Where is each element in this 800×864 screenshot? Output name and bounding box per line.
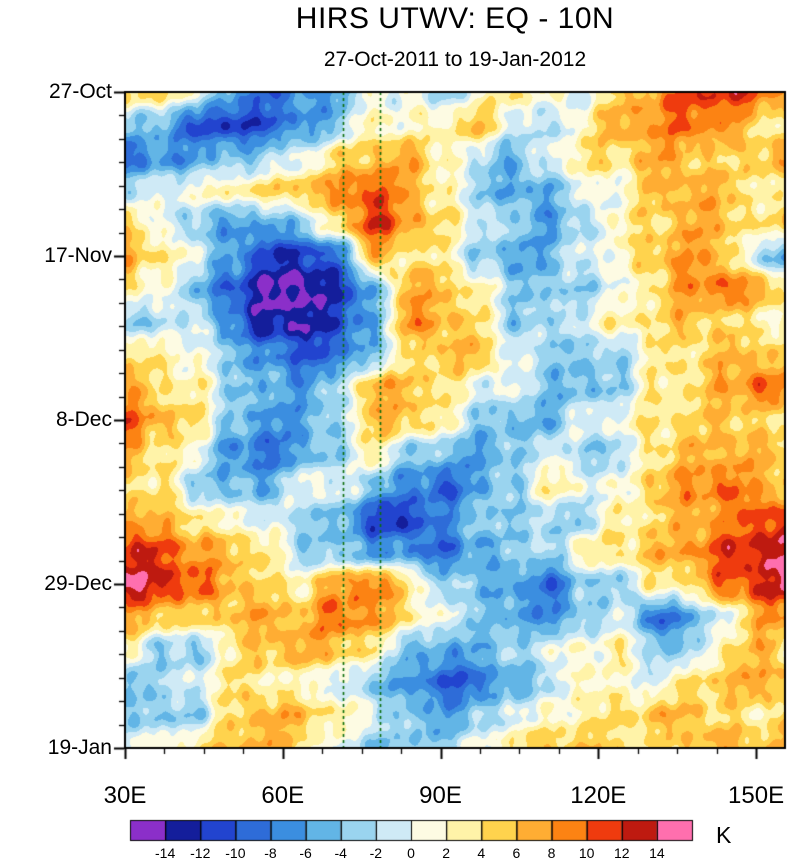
y-axis-tick-label: 8-Dec bbox=[55, 408, 112, 431]
colorbar-tick-label: -4 bbox=[334, 845, 347, 861]
colorbar-unit-label: K bbox=[716, 822, 732, 848]
y-axis-tick-label: 17-Nov bbox=[44, 244, 112, 267]
colorbar-tick-label: 10 bbox=[578, 845, 595, 861]
x-axis-tick-label: 90E bbox=[419, 782, 462, 809]
y-axis-tick-label: 27-Oct bbox=[48, 80, 112, 103]
y-axis-tick-label: 29-Dec bbox=[44, 572, 112, 595]
colorbar-tick-label: -2 bbox=[369, 845, 383, 861]
x-axis-tick-label: 120E bbox=[570, 782, 627, 809]
chart-title: HIRS UTWV: EQ - 10N bbox=[295, 2, 615, 35]
colorbar-tick-label: -10 bbox=[225, 845, 246, 861]
x-axis-tick-label: 150E bbox=[728, 782, 785, 809]
colorbar-tick-label: 4 bbox=[477, 845, 486, 861]
x-axis-tick-label: 60E bbox=[261, 782, 305, 809]
colorbar-tick-label: -6 bbox=[299, 845, 312, 861]
colorbar-tick-label: -14 bbox=[155, 845, 176, 861]
colorbar-tick-label: 12 bbox=[613, 845, 630, 861]
colorbar-tick-label: 6 bbox=[512, 845, 521, 861]
colorbar-tick-label: 0 bbox=[407, 845, 415, 861]
x-axis-tick-label: 30E bbox=[103, 782, 147, 809]
colorbar-tick-label: 14 bbox=[649, 845, 665, 861]
chart-subtitle: 27-Oct-2011 to 19-Jan-2012 bbox=[323, 48, 587, 71]
colorbar-tick-label: -8 bbox=[264, 845, 277, 861]
y-axis-tick-label: 19-Jan bbox=[47, 736, 112, 759]
colorbar-tick-label: -12 bbox=[190, 845, 211, 861]
colorbar-tick-label: 8 bbox=[547, 845, 556, 861]
colorbar-tick-label: 2 bbox=[442, 845, 451, 861]
